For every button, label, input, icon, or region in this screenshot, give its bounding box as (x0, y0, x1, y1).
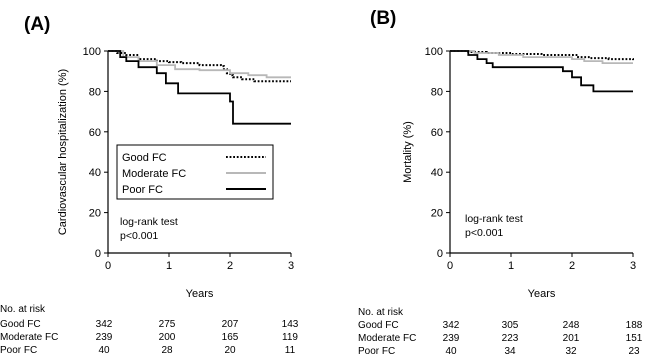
x-tick-label: 1 (508, 260, 514, 272)
at-risk-value: 40 (98, 345, 110, 356)
at-risk-value: 11 (285, 345, 296, 356)
x-tick-label: 3 (630, 260, 636, 272)
y-tick-label: 40 (431, 167, 443, 179)
x-axis-label: Years (186, 288, 214, 300)
y-tick-label: 80 (89, 86, 101, 98)
at-risk-row-label: Poor FC (0, 345, 37, 356)
y-tick-label: 20 (431, 208, 443, 220)
at-risk-value: 151 (626, 333, 643, 344)
x-tick-label: 3 (288, 260, 294, 272)
at-risk-value: 275 (159, 319, 176, 330)
at-risk-value: 305 (502, 320, 519, 331)
legend-entry-label: Good FC (122, 152, 167, 164)
at-risk-row-label: Moderate FC (358, 333, 416, 344)
at-risk-row-label: Poor FC (358, 346, 395, 357)
y-axis-label: Cardiovascular hospitalization (%) (57, 69, 69, 235)
at-risk-value: 165 (222, 332, 239, 343)
series-line-moderate-fc (108, 50, 291, 79)
series-line-poor-fc (108, 50, 291, 125)
series-line-poor-fc (450, 50, 633, 93)
y-tick-label: 20 (89, 208, 101, 220)
at-risk-value: 34 (504, 346, 516, 357)
y-tick-label: 60 (431, 127, 443, 139)
y-tick-label: 60 (89, 127, 101, 139)
at-risk-value: 20 (224, 345, 236, 356)
y-tick-label: 100 (83, 46, 101, 58)
at-risk-value: 143 (282, 319, 299, 330)
at-risk-value: 23 (628, 346, 640, 357)
at-risk-value: 239 (96, 332, 113, 343)
y-tick-label: 40 (89, 167, 101, 179)
at-risk-title: No. at risk (358, 307, 404, 318)
y-tick-label: 0 (437, 248, 443, 260)
x-axis-label: Years (528, 288, 556, 300)
panel-a: (A) 0 20 40 60 80 100 0 1 2 3 Years Cardiovascular h… (0, 14, 299, 356)
at-risk-title: No. at risk (0, 304, 46, 315)
at-risk-value: 28 (161, 345, 173, 356)
at-risk-value: 188 (626, 320, 643, 331)
at-risk-value: 239 (443, 333, 460, 344)
at-risk-value: 32 (565, 346, 577, 357)
series-line-good-fc (108, 50, 291, 83)
panel-label: (B) (370, 8, 396, 29)
at-risk-value: 342 (96, 319, 113, 330)
at-risk-value: 207 (222, 319, 239, 330)
at-risk-row-label: Moderate FC (0, 332, 58, 343)
at-risk-value: 248 (563, 320, 580, 331)
x-tick-label: 0 (447, 260, 453, 272)
at-risk-row-label: Good FC (358, 320, 399, 331)
x-tick-label: 0 (105, 260, 111, 272)
at-risk-value: 201 (563, 333, 580, 344)
at-risk-value: 200 (159, 332, 176, 343)
y-tick-label: 0 (95, 248, 101, 260)
y-axis-label: Mortality (%) (402, 121, 414, 183)
panel-label: (A) (24, 14, 50, 35)
x-tick-label: 1 (166, 260, 172, 272)
series-line-good-fc (450, 50, 634, 61)
at-risk-value: 40 (445, 346, 457, 357)
at-risk-value: 223 (502, 333, 519, 344)
at-risk-value: 119 (282, 332, 298, 343)
at-risk-value: 342 (443, 320, 460, 331)
logrank-annotation: p<0.001 (465, 227, 503, 239)
legend-entry-label: Poor FC (122, 184, 163, 196)
at-risk-row-label: Good FC (0, 319, 41, 330)
y-tick-label: 80 (431, 86, 443, 98)
x-tick-label: 2 (569, 260, 575, 272)
legend-entry-label: Moderate FC (122, 168, 186, 180)
series-line-moderate-fc (450, 50, 633, 64)
x-tick-label: 2 (227, 260, 233, 272)
logrank-annotation: p<0.001 (120, 230, 158, 242)
y-tick-label: 100 (425, 46, 443, 58)
logrank-annotation: log-rank test (465, 213, 523, 225)
logrank-annotation: log-rank test (120, 216, 178, 228)
